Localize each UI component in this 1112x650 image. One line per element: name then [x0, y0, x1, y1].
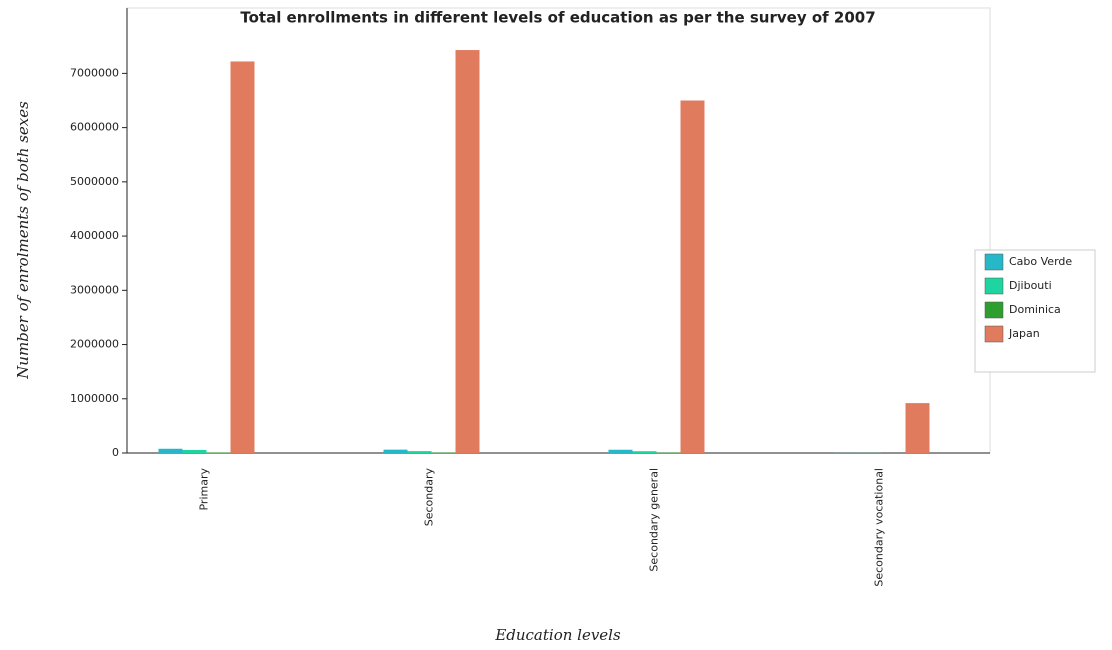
legend-swatch	[984, 277, 1004, 295]
bar	[182, 449, 207, 453]
legend-label: Djibouti	[1009, 279, 1052, 292]
bar	[608, 449, 633, 453]
y-tick-label: 5000000	[70, 175, 119, 188]
plot-area	[126, 7, 991, 454]
legend-swatch	[984, 325, 1004, 343]
legend-swatch	[984, 253, 1004, 271]
bar	[455, 50, 480, 454]
bar	[230, 61, 255, 453]
y-tick-label: 3000000	[70, 283, 119, 296]
x-tick-label: Secondary vocational	[873, 468, 886, 587]
bar	[158, 448, 183, 453]
bar	[632, 451, 657, 453]
bar	[680, 100, 705, 453]
bar	[407, 451, 432, 453]
x-tick-label: Secondary general	[648, 468, 661, 572]
legend-swatch	[984, 301, 1004, 319]
bar	[383, 449, 408, 453]
y-tick-label: 0	[112, 446, 119, 459]
legend-label: Dominica	[1009, 303, 1061, 316]
y-tick-label: 2000000	[70, 338, 119, 351]
y-tick-label: 7000000	[70, 66, 119, 79]
x-tick-label: Primary	[198, 468, 211, 511]
y-axis-label: Number of enrolments of both sexes	[14, 101, 32, 380]
bar	[905, 403, 930, 453]
x-tick-label: Secondary	[423, 468, 436, 527]
x-axis-label: Education levels	[494, 626, 621, 644]
y-tick-label: 1000000	[70, 392, 119, 405]
legend-label: Cabo Verde	[1009, 255, 1072, 268]
y-tick-label: 4000000	[70, 229, 119, 242]
y-tick-label: 6000000	[70, 121, 119, 134]
chart-title: Total enrollments in different levels of…	[240, 9, 875, 27]
legend-label: Japan	[1008, 327, 1040, 340]
